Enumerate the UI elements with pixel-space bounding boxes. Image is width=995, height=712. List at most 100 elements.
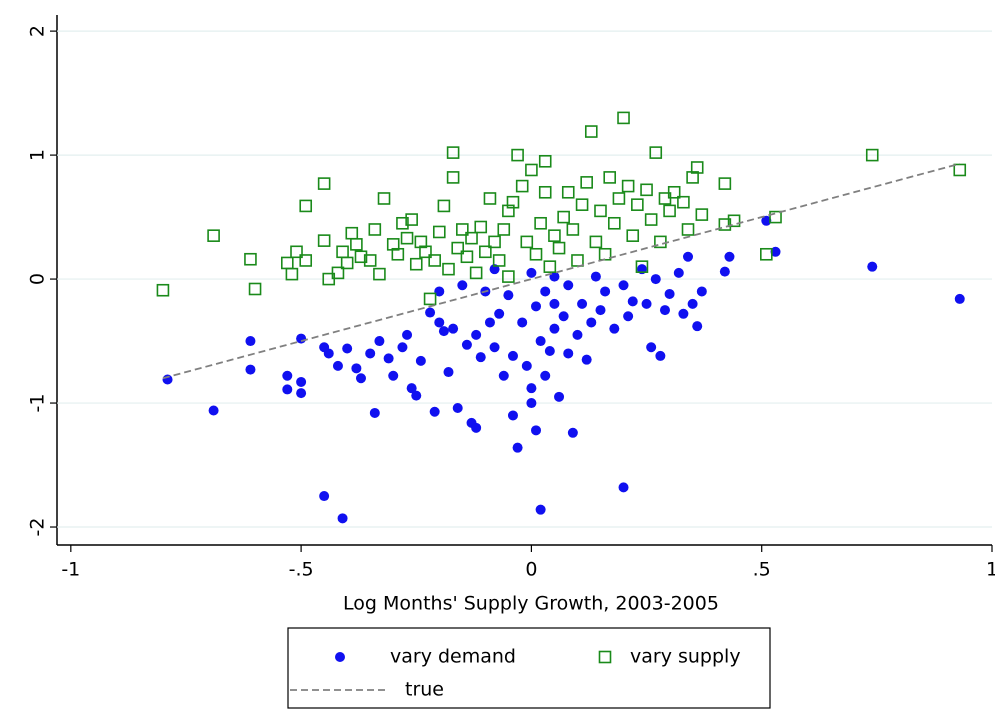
supply-point — [299, 199, 313, 213]
demand-point — [683, 251, 694, 262]
supply-point — [446, 171, 460, 184]
supply-point — [594, 204, 607, 218]
demand-point — [323, 348, 334, 359]
supply-point — [557, 210, 570, 224]
demand-point — [448, 323, 459, 334]
demand-point — [673, 267, 684, 278]
supply-point — [631, 198, 644, 211]
supply-point — [474, 220, 488, 234]
demand-point — [429, 406, 440, 417]
demand-point — [526, 398, 537, 409]
supply-point — [317, 177, 331, 190]
demand-point — [208, 405, 219, 416]
demand-point — [526, 267, 537, 278]
supply-point — [492, 254, 506, 267]
demand-point — [443, 367, 454, 378]
supply-point — [377, 192, 391, 205]
demand-point — [687, 298, 698, 309]
supply-point — [488, 235, 501, 249]
supply-point — [612, 192, 626, 205]
demand-point — [623, 311, 634, 322]
supply-point — [386, 238, 400, 251]
demand-point — [558, 311, 569, 322]
supply-point — [428, 254, 441, 267]
supply-point — [621, 179, 635, 193]
demand-point — [650, 274, 661, 285]
supply-point — [409, 257, 423, 271]
supply-point — [368, 223, 382, 236]
supply-point — [571, 254, 584, 267]
demand-point — [332, 360, 343, 371]
demand-point — [296, 376, 307, 387]
supply-point — [727, 214, 741, 228]
demand-point — [383, 353, 394, 364]
supply-point — [718, 218, 732, 231]
supply-point — [280, 256, 294, 270]
legend-label: true — [405, 679, 444, 701]
supply-point — [769, 210, 782, 224]
supply-point — [677, 195, 690, 209]
demand-point — [531, 425, 542, 436]
demand-point — [507, 350, 518, 361]
supply-point — [626, 229, 640, 242]
supply-point — [502, 204, 515, 218]
demand-point — [494, 308, 505, 319]
supply-point — [681, 223, 695, 236]
demand-point — [475, 352, 486, 363]
supply-point — [460, 250, 474, 264]
supply-point — [525, 163, 538, 177]
supply-point — [432, 225, 446, 239]
demand-point — [503, 290, 514, 301]
supply-point — [285, 267, 299, 281]
demand-point — [296, 388, 307, 399]
supply-point — [405, 213, 418, 226]
supply-point — [617, 111, 630, 125]
supply-point — [244, 252, 257, 266]
supply-point — [543, 260, 557, 273]
demand-point — [540, 286, 551, 297]
supply-point — [414, 235, 428, 249]
supply-point — [649, 146, 663, 159]
supply-point — [479, 245, 492, 259]
supply-point — [529, 247, 543, 261]
demand-point — [535, 504, 546, 515]
demand-point — [374, 336, 385, 347]
x-tick-label: -1 — [61, 559, 80, 581]
supply-point — [667, 185, 681, 199]
legend-label: vary supply — [630, 646, 741, 668]
supply-point — [456, 223, 469, 236]
supply-point — [423, 292, 437, 306]
legend-label: vary demand — [390, 646, 516, 668]
demand-point — [162, 374, 173, 385]
demand-point — [696, 286, 707, 297]
supply-point — [589, 235, 603, 249]
demand-point — [609, 323, 620, 334]
supply-point — [400, 231, 414, 245]
supply-point — [451, 241, 465, 255]
supply-point — [502, 270, 515, 283]
demand-point — [535, 336, 546, 347]
demand-point — [521, 360, 532, 371]
demand-point — [540, 370, 551, 381]
supply-point — [515, 179, 529, 193]
demand-point — [411, 390, 422, 401]
demand-point — [369, 407, 380, 418]
x-tick-label: 0 — [525, 559, 537, 581]
demand-point — [245, 364, 256, 375]
demand-point — [549, 298, 560, 309]
demand-point — [319, 491, 330, 502]
demand-point — [365, 348, 376, 359]
demand-point — [434, 317, 445, 328]
demand-point — [484, 317, 495, 328]
supply-point — [511, 148, 524, 162]
supply-point — [299, 254, 313, 267]
supply-point — [718, 177, 732, 190]
x-tick-label: -.5 — [289, 559, 314, 581]
demand-point — [867, 261, 878, 272]
demand-point — [567, 427, 578, 438]
demand-point — [498, 370, 509, 381]
supply-point — [561, 185, 575, 199]
x-tick-label: .5 — [753, 559, 771, 581]
supply-point — [373, 267, 386, 281]
supply-point — [437, 199, 451, 213]
